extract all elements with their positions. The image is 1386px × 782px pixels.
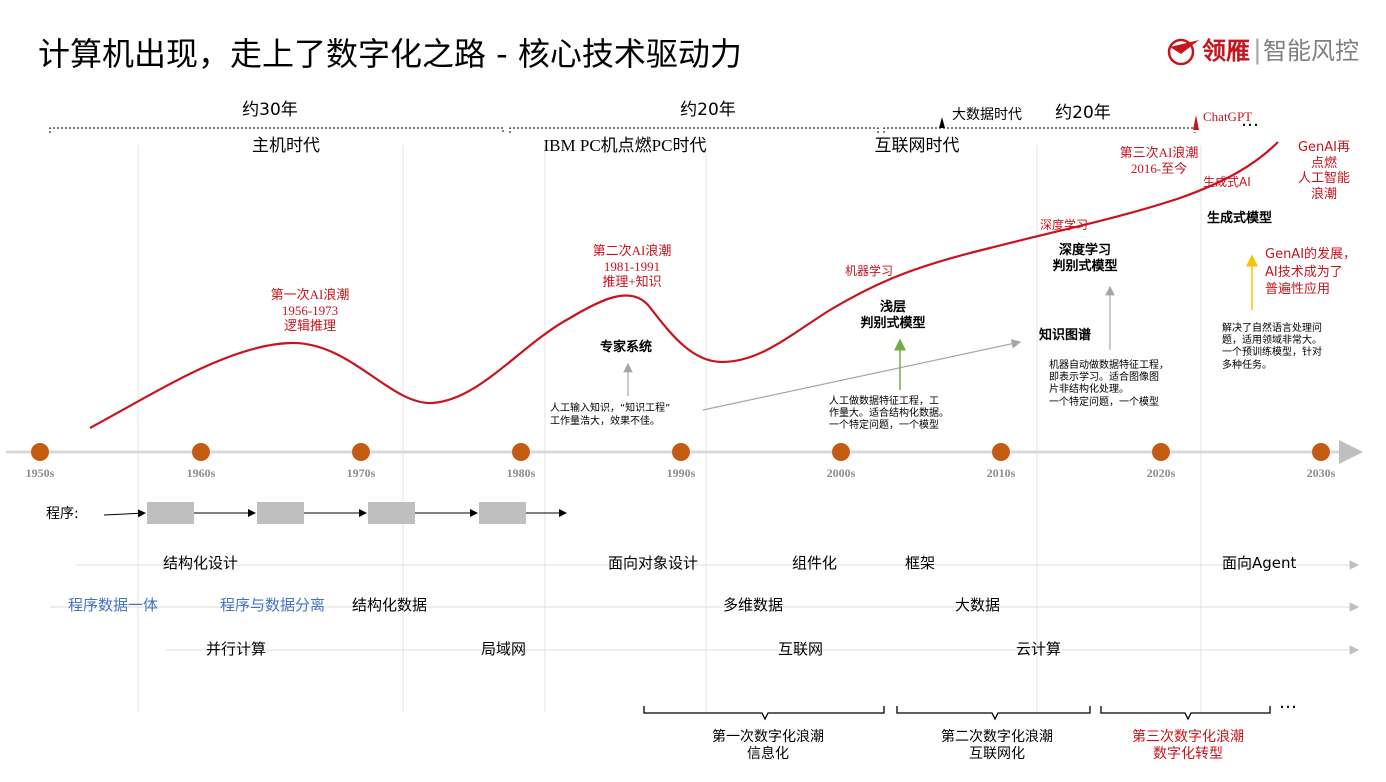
shallow-note: 人工做数据特征工程，工 作量大。适合结构化数据。 一个特定问题，一个模型 [829, 396, 949, 432]
row-design-agent: 面向Agent [1222, 554, 1297, 572]
era-span-2: 约20年 [680, 100, 736, 120]
year-dot [1312, 443, 1330, 461]
genai-label: GenAI再点燃 人工智能浪潮 [1297, 140, 1351, 202]
year-dot [672, 443, 690, 461]
timeline-dots [31, 443, 1330, 461]
year-dot [512, 443, 530, 461]
row-lines [50, 560, 1360, 655]
year-dot [992, 443, 1010, 461]
logo-separator: | [1253, 35, 1262, 65]
year-label: 1960s [186, 466, 216, 480]
page-title: 计算机出现，走上了数字化之路 - 核心技术驱动力 [38, 35, 742, 73]
program-block [147, 502, 194, 524]
year-dot [1152, 443, 1170, 461]
program-block [257, 502, 304, 524]
program-label: 程序: [46, 506, 79, 522]
era-pc: IBM PC机点燃PC时代 [543, 136, 707, 155]
expert-note: 人工输入知识，“知识工程” 工作量浩大，效果不佳。 [550, 403, 671, 427]
year-dot [192, 443, 210, 461]
era-span-3: 约20年 [1055, 103, 1111, 123]
decade-gridlines [137, 145, 1202, 712]
generative-note: 解决了自然语言处理问 题，适用领域非常大。 一个预训练模型，针对 多种任务。 [1222, 323, 1322, 371]
dl-label: 深度学习 [1040, 218, 1089, 232]
digital-wave-2: 第二次数字化浪潮 互联网化 [941, 729, 1053, 762]
row-data-separated: 程序与数据分离 [220, 596, 326, 614]
knowledge-graph-label: 知识图谱 [1039, 328, 1092, 343]
row-design-oop: 面向对象设计 [608, 554, 699, 572]
year-dot [832, 443, 850, 461]
progress-arrow [702, 339, 1022, 411]
row-data-structured: 结构化数据 [352, 596, 428, 614]
era-mainframe: 主机时代 [252, 136, 320, 156]
program-block [479, 502, 526, 524]
year-label: 2010s [986, 466, 1016, 480]
genai-note: GenAI的发展， AI技术成为了 普遍性应用 [1265, 247, 1357, 298]
ai-wave-curve [89, 141, 1279, 429]
genai-short-label: 生成式AI [1203, 175, 1251, 189]
deep-note: 机器自动做数据特征工程， 即表示学习。适合图像图 片非结构化处理。 一个特定问题，一个… [1049, 360, 1169, 408]
era-chatgpt: ChatGPT [1203, 109, 1253, 124]
row-compute-cloud: 云计算 [1016, 640, 1062, 658]
row-data-unified: 程序数据一体 [68, 596, 159, 614]
ml-label: 机器学习 [845, 264, 894, 278]
year-label: 1970s [346, 466, 376, 480]
row-compute-lan: 局域网 [481, 640, 527, 658]
program-block [368, 502, 415, 524]
expert-system-label: 专家系统 [600, 340, 653, 355]
year-label: 1990s [666, 466, 696, 480]
bigdata-marker [939, 117, 945, 128]
year-label: 1950s [25, 466, 55, 480]
year-label: 1980s [506, 466, 536, 480]
era-internet: 互联网时代 [874, 136, 960, 156]
row-design-framework: 框架 [905, 554, 936, 572]
deep-model-label: 深度学习 判别式模型 [1052, 243, 1118, 274]
digital-wave-3: 第三次数字化浪潮 数字化转型 [1132, 729, 1244, 762]
year-dot [352, 443, 370, 461]
ai-wave-3-label: 第三次AI浪潮 2016-至今 [1119, 145, 1199, 176]
ai-wave-2-label: 第二次AI浪潮 1981-1991 推理+知识 [592, 243, 672, 290]
logo-brand: 领雁 [1202, 37, 1250, 65]
year-dot [31, 443, 49, 461]
year-label: 2030s [1306, 466, 1336, 480]
year-label: 2020s [1146, 466, 1176, 480]
chatgpt-marker [1193, 115, 1199, 130]
row-design-structured: 结构化设计 [163, 554, 239, 572]
generative-model-label: 生成式模型 [1207, 211, 1273, 226]
era-bigdata: 大数据时代 [952, 107, 1022, 123]
digital-wave-ellipsis: … [1279, 692, 1297, 713]
era-span-1: 约30年 [242, 100, 298, 120]
row-compute-parallel: 并行计算 [206, 640, 267, 658]
year-label: 2000s [826, 466, 856, 480]
row-design-component: 组件化 [792, 554, 838, 572]
shallow-model-label: 浅层 判别式模型 [860, 300, 926, 331]
era-ellipsis: … [1241, 110, 1259, 131]
ai-wave-1-label: 第一次AI浪潮 1956-1973 逻辑推理 [270, 287, 350, 334]
row-compute-internet: 互联网 [778, 640, 824, 658]
row-data-multidim: 多维数据 [723, 596, 784, 614]
logo-product: 智能风控 [1263, 37, 1359, 65]
program-flow [103, 502, 567, 524]
digital-wave-brackets [643, 706, 1271, 721]
row-data-bigdata: 大数据 [955, 596, 1001, 614]
wild-goose-logo-icon [1167, 38, 1199, 66]
era-brackets [49, 127, 1196, 133]
digital-wave-1: 第一次数字化浪潮 信息化 [712, 729, 824, 762]
